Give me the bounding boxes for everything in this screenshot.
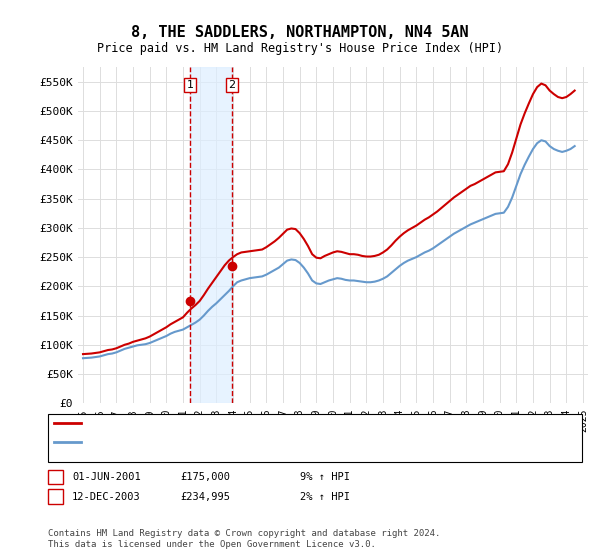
Text: £175,000: £175,000 xyxy=(180,472,230,482)
Text: 9% ↑ HPI: 9% ↑ HPI xyxy=(300,472,350,482)
Text: 8, THE SADDLERS, NORTHAMPTON, NN4 5AN (detached house): 8, THE SADDLERS, NORTHAMPTON, NN4 5AN (d… xyxy=(87,418,404,428)
Text: Price paid vs. HM Land Registry's House Price Index (HPI): Price paid vs. HM Land Registry's House … xyxy=(97,42,503,55)
Text: 12-DEC-2003: 12-DEC-2003 xyxy=(72,492,141,502)
Text: 2: 2 xyxy=(229,80,236,90)
Bar xyxy=(190,67,232,403)
Text: 2: 2 xyxy=(52,492,59,502)
Text: 8, THE SADDLERS, NORTHAMPTON, NN4 5AN: 8, THE SADDLERS, NORTHAMPTON, NN4 5AN xyxy=(131,25,469,40)
Text: £234,995: £234,995 xyxy=(180,492,230,502)
Text: 1: 1 xyxy=(52,472,59,482)
Text: 1: 1 xyxy=(187,80,193,90)
Text: 01-JUN-2001: 01-JUN-2001 xyxy=(72,472,141,482)
Text: HPI: Average price, detached house, West Northamptonshire: HPI: Average price, detached house, West… xyxy=(87,437,422,447)
Text: 2% ↑ HPI: 2% ↑ HPI xyxy=(300,492,350,502)
Text: Contains HM Land Registry data © Crown copyright and database right 2024.
This d: Contains HM Land Registry data © Crown c… xyxy=(48,529,440,549)
